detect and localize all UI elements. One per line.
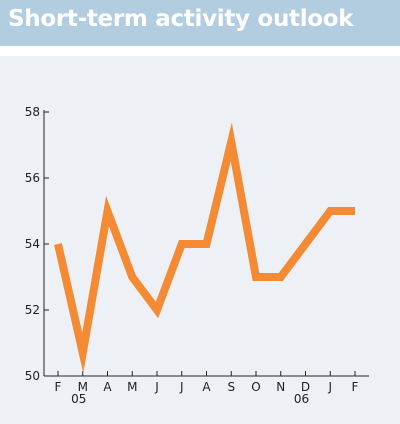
x-tick-label: M <box>127 380 137 394</box>
x-tick-label: O <box>251 380 260 394</box>
x-tick-label: D <box>301 380 310 394</box>
year-label: 05 <box>71 392 86 406</box>
y-tick-label: 50 <box>25 369 40 383</box>
x-tick-label: J <box>327 380 332 394</box>
x-tick-label: J <box>179 380 184 394</box>
x-tick-label: F <box>55 380 62 394</box>
title-bar: Short-term activity outlook <box>0 0 400 46</box>
y-tick-label: 56 <box>25 171 40 185</box>
chart-title: Short-term activity outlook <box>8 6 354 32</box>
y-tick-label: 54 <box>25 237 40 251</box>
x-tick-label: M <box>78 380 88 394</box>
x-tick-label: F <box>352 380 359 394</box>
series-line <box>54 122 355 374</box>
year-label: 06 <box>294 392 309 406</box>
x-tick-label: A <box>202 380 211 394</box>
x-tick-label: A <box>103 380 112 394</box>
x-tick-label: J <box>154 380 159 394</box>
x-tick-label: S <box>227 380 235 394</box>
y-tick-label: 52 <box>25 303 40 317</box>
x-tick-label: N <box>276 380 285 394</box>
y-tick-label: 58 <box>25 105 40 119</box>
